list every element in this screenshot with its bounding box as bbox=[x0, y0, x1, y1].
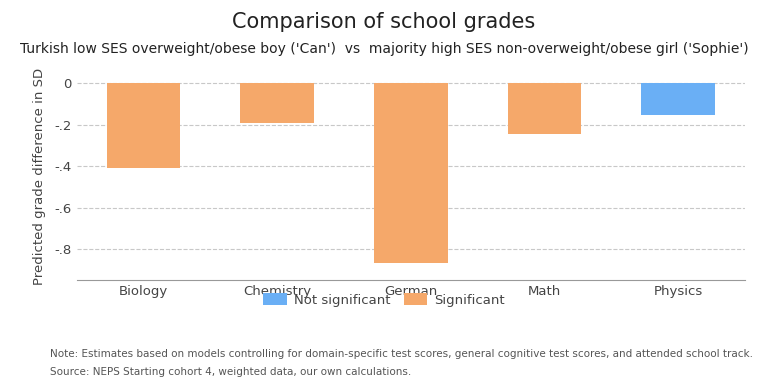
Bar bbox=[508, 83, 581, 134]
Bar bbox=[107, 83, 180, 168]
Text: Turkish low SES overweight/obese boy ('Can')  vs  majority high SES non-overweig: Turkish low SES overweight/obese boy ('C… bbox=[20, 42, 748, 56]
Text: Note: Estimates based on models controlling for domain-specific test scores, gen: Note: Estimates based on models controll… bbox=[50, 349, 753, 359]
Bar bbox=[374, 83, 448, 263]
Bar bbox=[641, 83, 715, 116]
Text: Comparison of school grades: Comparison of school grades bbox=[233, 12, 535, 31]
Bar bbox=[240, 83, 314, 123]
Text: Source: NEPS Starting cohort 4, weighted data, our own calculations.: Source: NEPS Starting cohort 4, weighted… bbox=[50, 367, 411, 377]
Legend: Not significant, Significant: Not significant, Significant bbox=[258, 288, 510, 312]
Y-axis label: Predicted grade difference in SD: Predicted grade difference in SD bbox=[33, 68, 46, 285]
